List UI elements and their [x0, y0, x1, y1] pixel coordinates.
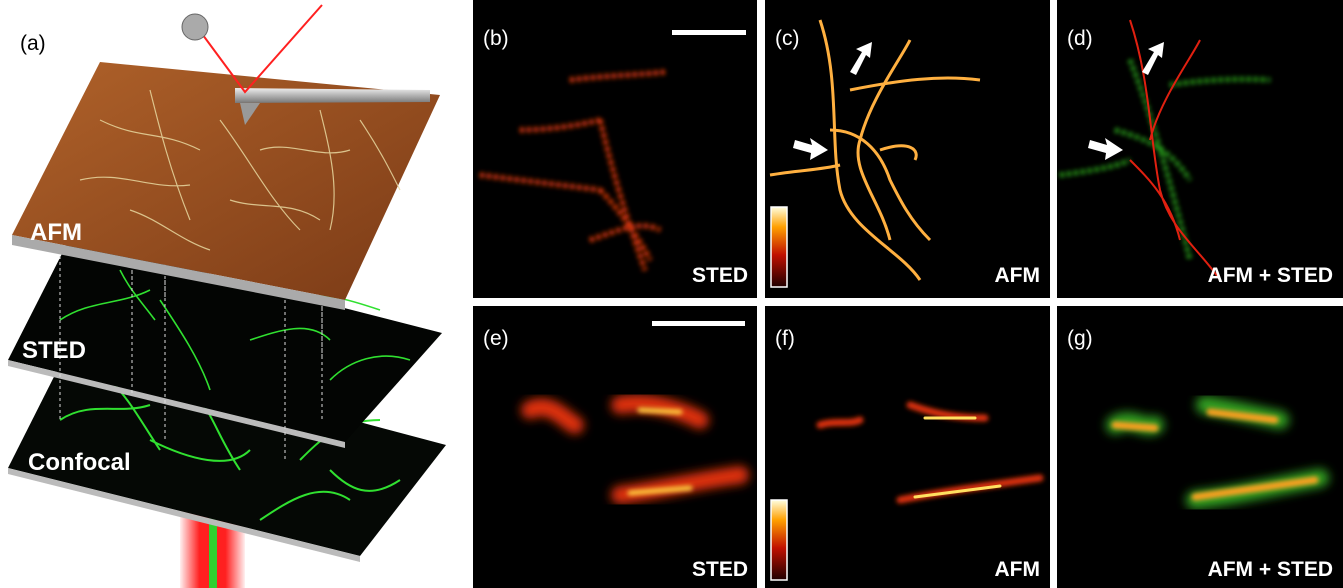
caption: AFM	[995, 558, 1041, 581]
caption: AFM + STED	[1208, 558, 1333, 581]
scale-bar	[652, 321, 745, 326]
cantilever	[235, 88, 430, 103]
panel-a: (a) Confocal STED AFM	[8, 5, 446, 588]
panel-bg	[765, 306, 1050, 588]
caption: AFM	[995, 264, 1041, 287]
colorbar	[771, 500, 787, 580]
layer-label: Confocal	[28, 449, 131, 476]
figure: (a) Confocal STED AFM (b) STED (c) AFM	[0, 0, 1343, 588]
detector	[182, 14, 208, 40]
layer-label: STED	[22, 337, 86, 364]
panel-g: (g) AFM + STED	[1057, 306, 1343, 588]
panel-bg	[1057, 306, 1343, 588]
panel-c: (c) AFM	[765, 0, 1050, 298]
panel-label: (a)	[20, 32, 46, 55]
panel-label: (b)	[483, 27, 509, 50]
colorbar	[771, 207, 787, 287]
scale-bar	[672, 30, 746, 35]
panel-b: (b) STED	[473, 0, 757, 298]
caption: STED	[692, 558, 748, 581]
panel-label: (e)	[483, 327, 509, 350]
layer-label: AFM	[30, 219, 82, 246]
panel-bg	[473, 306, 757, 588]
panel-label: (f)	[775, 327, 795, 350]
caption: STED	[692, 264, 748, 287]
panel-e: (e) STED	[473, 306, 757, 588]
panel-label: (c)	[775, 27, 800, 50]
panel-label: (d)	[1067, 27, 1093, 50]
panel-d: (d) AFM + STED	[1057, 0, 1343, 298]
caption: AFM + STED	[1208, 264, 1333, 287]
panel-bg	[473, 0, 757, 298]
panel-f: (f) AFM	[765, 306, 1050, 588]
panel-label: (g)	[1067, 327, 1093, 350]
